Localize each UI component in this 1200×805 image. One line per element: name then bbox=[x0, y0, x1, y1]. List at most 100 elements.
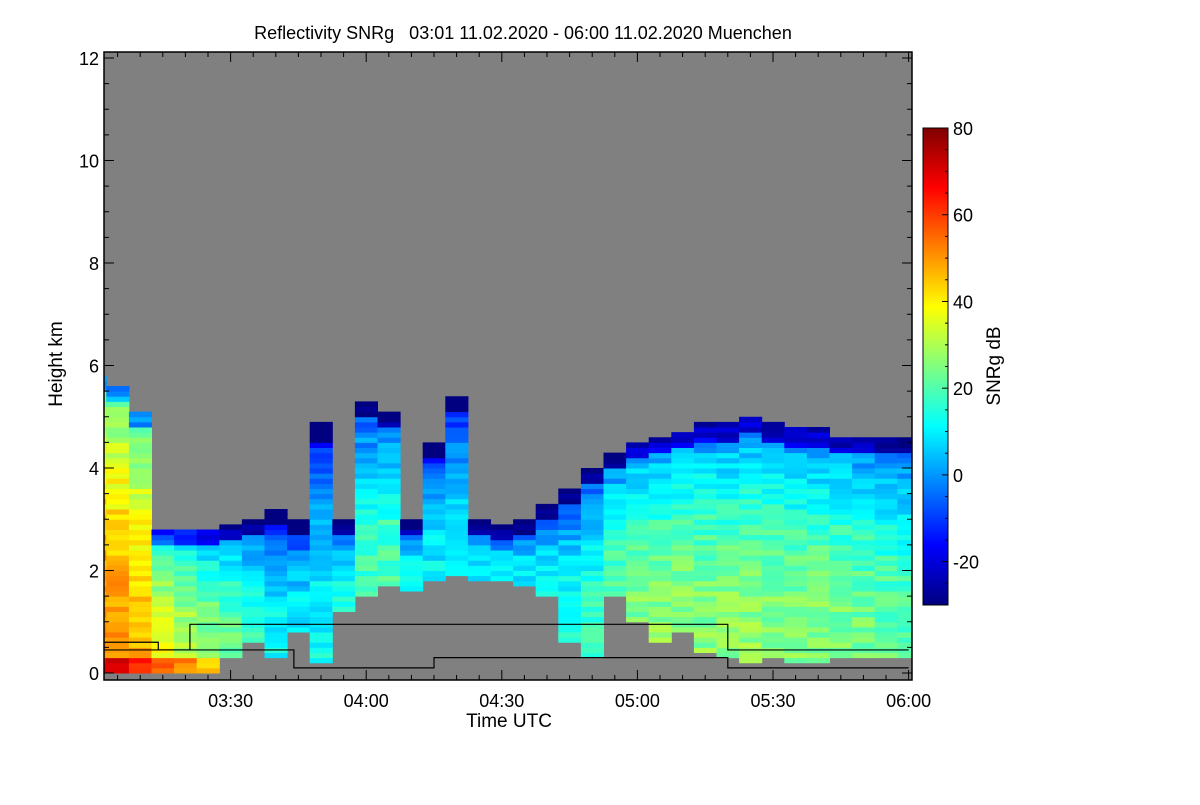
heatmap-cell bbox=[241, 596, 265, 602]
heatmap-cell bbox=[151, 560, 175, 566]
heatmap-cell bbox=[897, 570, 912, 577]
heatmap-cell bbox=[739, 560, 763, 566]
heatmap-cell bbox=[852, 462, 876, 469]
heatmap-cell bbox=[897, 596, 912, 602]
heatmap-cell bbox=[354, 555, 378, 561]
heatmap-cell bbox=[716, 534, 740, 541]
heatmap-cell bbox=[806, 503, 830, 510]
heatmap-cell bbox=[128, 596, 152, 602]
heatmap-cell bbox=[580, 503, 604, 510]
heatmap-cell bbox=[852, 626, 876, 633]
heatmap-cell bbox=[106, 601, 130, 607]
heatmap-cell bbox=[377, 539, 401, 546]
heatmap-cell bbox=[806, 606, 830, 612]
heatmap-cell bbox=[580, 616, 604, 623]
heatmap-cell bbox=[626, 565, 650, 571]
heatmap-cell bbox=[693, 488, 717, 495]
heatmap-cell bbox=[106, 386, 130, 392]
heatmap-cell bbox=[467, 519, 491, 525]
heatmap-cell bbox=[829, 637, 853, 643]
heatmap-cell bbox=[761, 611, 785, 618]
heatmap-cell bbox=[626, 498, 650, 505]
heatmap-cell bbox=[467, 539, 491, 546]
heatmap-cell bbox=[852, 596, 876, 602]
heatmap-cell bbox=[693, 611, 717, 618]
heatmap-cell bbox=[219, 560, 243, 566]
heatmap-cell bbox=[761, 529, 785, 536]
heatmap-cell bbox=[693, 601, 717, 607]
heatmap-cell bbox=[151, 591, 175, 597]
heatmap-cell bbox=[174, 621, 198, 628]
heatmap-cell bbox=[671, 596, 695, 602]
heatmap-cell bbox=[309, 652, 333, 659]
heatmap-cell bbox=[287, 555, 311, 561]
heatmap-cell bbox=[445, 437, 469, 443]
heatmap-cell bbox=[761, 606, 785, 612]
heatmap-cell bbox=[354, 406, 378, 413]
heatmap-cell bbox=[829, 596, 853, 602]
heatmap-cell bbox=[151, 667, 175, 674]
heatmap-cell bbox=[806, 585, 830, 592]
heatmap-cell bbox=[897, 498, 912, 505]
heatmap-cell bbox=[874, 652, 898, 659]
heatmap-cell bbox=[196, 560, 220, 566]
heatmap-cell bbox=[104, 411, 107, 418]
heatmap-cell bbox=[897, 575, 912, 582]
heatmap-cell bbox=[106, 591, 130, 597]
heatmap-cell bbox=[174, 667, 198, 674]
heatmap-cell bbox=[106, 662, 130, 669]
heatmap-cell bbox=[874, 565, 898, 571]
heatmap-cell bbox=[287, 596, 311, 602]
heatmap-cell bbox=[174, 642, 198, 648]
heatmap-cell bbox=[671, 575, 695, 582]
heatmap-cell bbox=[784, 560, 808, 566]
heatmap-cell bbox=[761, 437, 785, 443]
heatmap-cell bbox=[716, 550, 740, 556]
heatmap-cell bbox=[784, 529, 808, 536]
heatmap-cell bbox=[219, 616, 243, 623]
heatmap-cell bbox=[332, 544, 356, 551]
heatmap-cell bbox=[580, 642, 604, 648]
heatmap-cell bbox=[829, 514, 853, 520]
heatmap-cell bbox=[422, 493, 446, 500]
heatmap-cell bbox=[106, 406, 130, 413]
heatmap-cell bbox=[196, 529, 220, 536]
heatmap-cell bbox=[784, 524, 808, 530]
heatmap-cell bbox=[897, 637, 912, 643]
heatmap-cell bbox=[806, 447, 830, 454]
heatmap-cell bbox=[671, 616, 695, 623]
heatmap-cell bbox=[422, 498, 446, 505]
heatmap-cell bbox=[128, 555, 152, 561]
heatmap-cell bbox=[104, 544, 107, 551]
heatmap-cell bbox=[806, 539, 830, 546]
heatmap-cell bbox=[422, 488, 446, 495]
heatmap-cell bbox=[106, 421, 130, 428]
heatmap-cell bbox=[626, 514, 650, 520]
heatmap-cell bbox=[829, 575, 853, 582]
heatmap-cell bbox=[784, 575, 808, 582]
heatmap-cell bbox=[874, 483, 898, 489]
heatmap-cell bbox=[693, 565, 717, 571]
heatmap-cell bbox=[739, 483, 763, 489]
heatmap-cell bbox=[852, 514, 876, 520]
heatmap-cell bbox=[761, 621, 785, 628]
heatmap-cell bbox=[377, 416, 401, 423]
heatmap-cell bbox=[264, 509, 288, 515]
heatmap-cell bbox=[580, 575, 604, 582]
heatmap-cell bbox=[354, 514, 378, 520]
heatmap-cell bbox=[128, 642, 152, 648]
heatmap-cell bbox=[829, 544, 853, 551]
heatmap-cell bbox=[241, 632, 265, 638]
heatmap-cell bbox=[739, 503, 763, 510]
heatmap-cell bbox=[309, 503, 333, 510]
heatmap-cell bbox=[761, 652, 785, 659]
heatmap-cell bbox=[874, 534, 898, 541]
heatmap-cell bbox=[354, 483, 378, 489]
heatmap-cell bbox=[897, 560, 912, 566]
heatmap-cell bbox=[874, 539, 898, 546]
heatmap-cell bbox=[106, 488, 130, 495]
heatmap-cell bbox=[151, 616, 175, 623]
heatmap-cell bbox=[784, 447, 808, 454]
heatmap-cell bbox=[671, 601, 695, 607]
heatmap-cell bbox=[558, 637, 582, 643]
